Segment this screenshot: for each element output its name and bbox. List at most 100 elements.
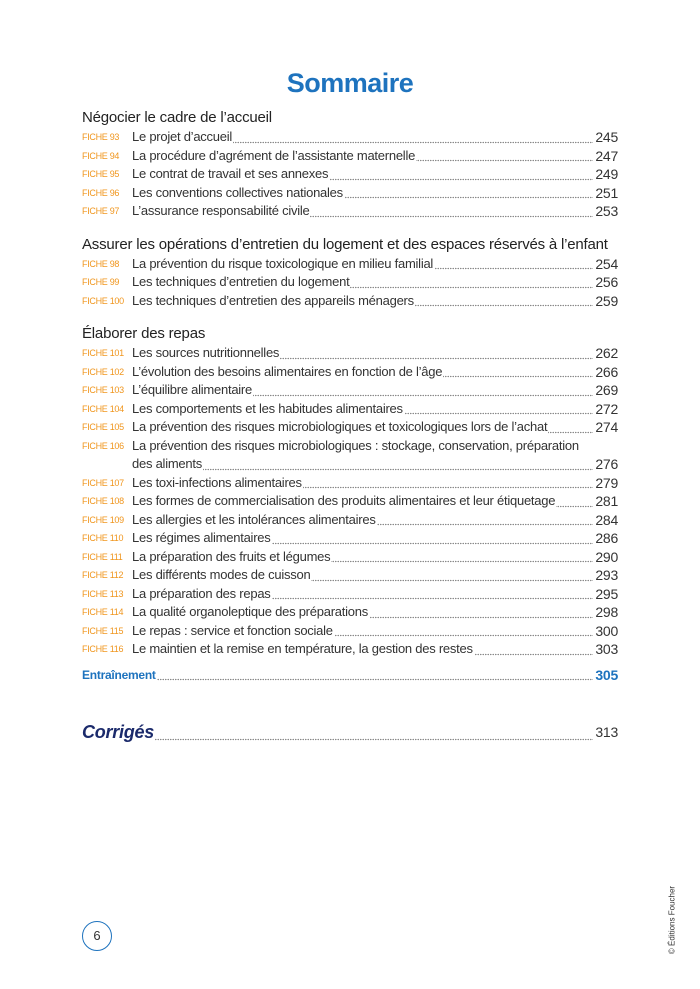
entry-page: 300 (593, 621, 618, 640)
entry-body: La prévention des risques microbiologiqu… (132, 436, 618, 474)
entry: FICHE 106 La prévention des risques micro… (82, 436, 618, 474)
entry-body: Les sources nutritionnelles 262 (132, 344, 618, 363)
entry-page: 286 (593, 529, 618, 548)
entry: FICHE 98 La prévention du risque toxicolo… (82, 254, 618, 273)
entry-text: Les formes de commercialisation des prod… (132, 493, 557, 508)
entry-body: Entraînement 305 (82, 665, 618, 684)
entry-body: Corrigés 313 (82, 720, 618, 744)
entry-body: La préparation des repas 295 (132, 584, 618, 603)
entry-page: 254 (593, 254, 618, 273)
entry-text: Les sources nutritionnelles (132, 345, 281, 360)
entry-text: Le projet d’accueil (132, 129, 234, 144)
entry-text: Le contrat de travail et ses annexes (132, 166, 330, 181)
entry-page: 249 (593, 165, 618, 184)
entry-text: L’équilibre alimentaire (132, 382, 253, 397)
entry-label: FICHE 98 (82, 258, 120, 269)
entry-label: FICHE 110 (82, 533, 124, 543)
entry: FICHE 105 La prévention des risques micro… (82, 418, 618, 437)
entry-page: 276 (593, 455, 618, 474)
entry: FICHE 115 Le repas : service et fonction … (82, 621, 618, 640)
entry: FICHE 93 Le projet d’accueil 245 (82, 128, 618, 147)
entry: FICHE 110 Les régimes alimentaires 286 (82, 529, 618, 548)
entry-text: Entraînement (82, 667, 157, 682)
entry-text: La préparation des repas (132, 585, 272, 601)
entry-body: La prévention du risque toxicologique en… (132, 254, 618, 273)
section-heading: Élaborer des repas (82, 325, 206, 342)
entry-body: Les comportements et les habitudes alime… (132, 399, 618, 418)
entry-text: Les techniques d’entretien du logement (132, 274, 351, 289)
entry-body: Les formes de commercialisation des prod… (132, 492, 618, 511)
entry-label: FICHE 108 (82, 496, 124, 506)
entry: FICHE 116 Le maintien et la remise en tem… (82, 640, 618, 659)
entry: FICHE 113 La préparation des repas 295 (82, 584, 618, 603)
entry-label: FICHE 106 (82, 440, 124, 451)
entry-page: 313 (593, 720, 618, 744)
entry-label: FICHE 105 (82, 422, 124, 432)
entry-page: 303 (593, 640, 618, 659)
corriges-entry: Corrigés 313 (82, 720, 618, 744)
entry: FICHE 112 Les différents modes de cuisson… (82, 566, 618, 585)
entry-body: Les différents modes de cuisson 293 (132, 566, 618, 585)
entry-label: FICHE 113 (82, 588, 124, 599)
entry-text: Le repas : service et fonction sociale (132, 622, 334, 638)
entry-page: 256 (593, 273, 618, 292)
entry-label: FICHE 99 (82, 277, 120, 287)
entry: FICHE 108 Les formes de commercialisation… (82, 492, 618, 511)
entry: FICHE 114 La qualité organoleptique des p… (82, 603, 618, 622)
entry-page: 279 (593, 473, 618, 492)
entry-body: Les techniques d’entretien des appareils… (132, 291, 618, 310)
entry-label: FICHE 95 (82, 169, 120, 179)
entry-body: Le maintien et la remise en température,… (132, 640, 618, 659)
entry-text: La prévention des risques microbiologiqu… (132, 419, 549, 434)
entry-text: La prévention des risques microbiologiqu… (132, 437, 579, 471)
entry-body: L’évolution des besoins alimentaires en … (132, 362, 618, 381)
entry-body: Les techniques d’entretien du logement 25… (132, 273, 618, 292)
entry-page: 298 (593, 603, 618, 622)
entry-body: Les allergies et les intolérances alimen… (132, 510, 618, 529)
entry-page: 259 (593, 291, 618, 310)
entry-page: 262 (593, 344, 618, 363)
entry-label: FICHE 109 (82, 514, 124, 525)
entry-page: 295 (593, 584, 618, 603)
entry-body: L’équilibre alimentaire 269 (132, 381, 618, 400)
entry: FICHE 95 Le contrat de travail et ses ann… (82, 165, 618, 184)
entry-text: Les comportements et les habitudes alime… (132, 400, 404, 416)
entry-text: La procédure d’agrément de l’assistante … (132, 147, 417, 163)
entry-label: FICHE 96 (82, 187, 120, 198)
entry-text: Les techniques d’entretien des appareils… (132, 292, 415, 308)
section-heading: Assurer les opérations d’entretien du lo… (82, 235, 608, 253)
entry-page: 251 (593, 183, 618, 202)
entry-body: Les toxi-infections alimentaires 279 (132, 473, 618, 492)
entry-label: FICHE 114 (82, 607, 124, 617)
page-title: Sommaire (286, 68, 414, 98)
entry-label: FICHE 103 (82, 385, 124, 395)
entry-label: FICHE 111 (82, 551, 123, 562)
entry-label: FICHE 94 (82, 150, 120, 161)
entry: FICHE 101 Les sources nutritionnelles 262 (82, 344, 618, 363)
entry-text: Les régimes alimentaires (132, 530, 272, 545)
entry-label: FICHE 100 (82, 295, 124, 306)
entry-body: Les régimes alimentaires 286 (132, 529, 618, 548)
entry-page: 293 (593, 566, 618, 585)
entry-text: La prévention du risque toxicologique en… (132, 255, 435, 271)
entry-text: Le maintien et la remise en température,… (132, 641, 474, 656)
section-heading: Négocier le cadre de l’accueil (82, 109, 272, 126)
entry-page: 245 (593, 128, 618, 147)
entry: FICHE 94 La procédure d’agrément de l’ass… (82, 146, 618, 165)
section: Élaborer des repas FICHE 101 Les sources n… (82, 323, 618, 659)
entry-label: FICHE 112 (82, 570, 124, 580)
entry-body: La qualité organoleptique des préparatio… (132, 603, 618, 622)
entry-page: 290 (593, 547, 618, 566)
entry-text: La qualité organoleptique des préparatio… (132, 604, 369, 619)
entry-page: 272 (593, 399, 618, 418)
entry: FICHE 97 L’assurance responsabilité civil… (82, 202, 618, 221)
entry-label: FICHE 104 (82, 403, 124, 414)
entry-body: Le projet d’accueil 245 (132, 128, 618, 147)
entry: FICHE 103 L’équilibre alimentaire 269 (82, 381, 618, 400)
entry-body: L’assurance responsabilité civile 253 (132, 202, 618, 221)
entry-page: 274 (593, 418, 618, 437)
entry-text: Les conventions collectives nationales (132, 184, 344, 200)
entry-page: 281 (593, 492, 618, 511)
entry-body: La procédure d’agrément de l’assistante … (132, 146, 618, 165)
table-of-contents: Négocier le cadre de l’accueil FICHE 93 Le… (82, 107, 618, 744)
